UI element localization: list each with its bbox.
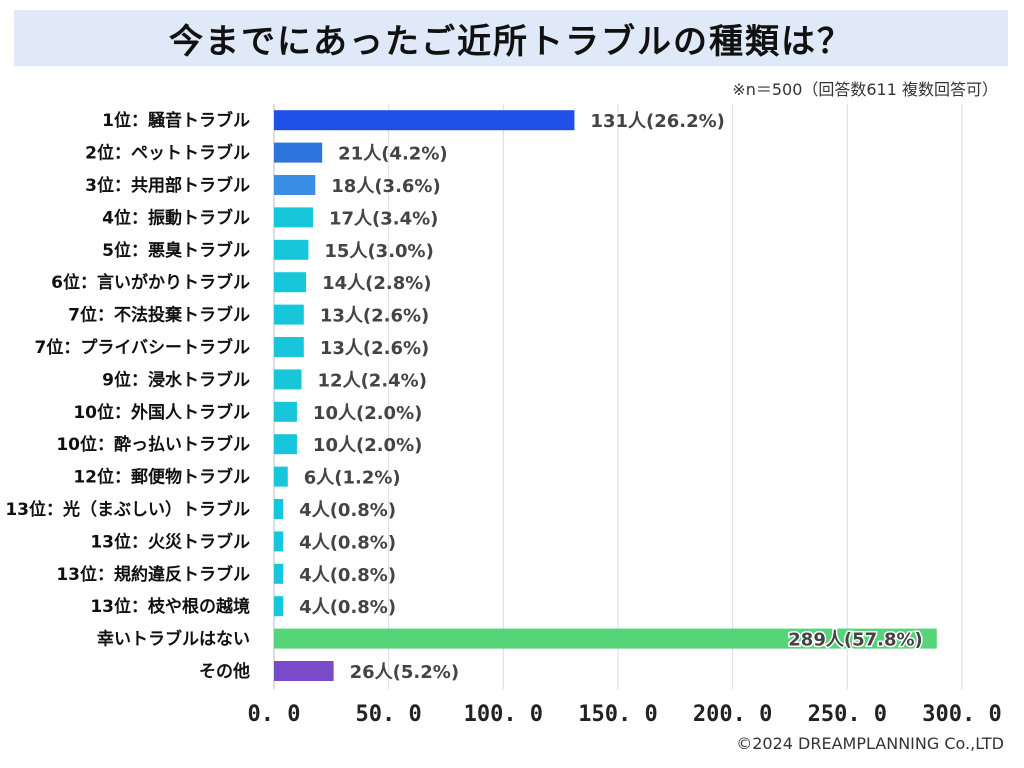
category-label: 10位：酔っ払いトラブル [56, 434, 250, 455]
data-label: 13人(2.6%) [320, 306, 429, 327]
copyright: ©2024 DREAMPLANNING Co.,LTD [736, 734, 1004, 753]
bar [274, 369, 302, 390]
x-tick-label: 0. 0 [248, 702, 301, 727]
category-label: 7位：プライバシートラブル [35, 337, 251, 358]
data-label: 6人(1.2%) [304, 468, 401, 489]
chart-title: 今までにあったご近所トラブルの種類は？ [169, 21, 853, 62]
data-label: 4人(0.8%) [299, 532, 396, 553]
data-label: 14人(2.8%) [322, 273, 431, 294]
data-label: 17人(3.4%) [329, 208, 438, 229]
category-label: 13位：光（まぶしい）トラブル [5, 499, 250, 520]
bar [274, 272, 307, 293]
category-label: 5位：悪臭トラブル [102, 240, 250, 261]
bar [274, 239, 309, 260]
x-tick-label: 50. 0 [356, 702, 422, 727]
bar [274, 661, 334, 681]
bar [274, 434, 297, 455]
bar [274, 304, 304, 325]
bar [274, 142, 323, 163]
category-label: 13位：火災トラブル [90, 531, 250, 552]
category-label: 13位：枝や根の越境 [90, 596, 250, 617]
data-label: 18人(3.6%) [331, 176, 440, 197]
category-label: 9位：浸水トラブル [102, 369, 250, 390]
x-tick-label: 250. 0 [808, 702, 887, 727]
category-label: 7位：不法投棄トラブル [68, 305, 250, 326]
data-label: 12人(2.4%) [318, 370, 427, 391]
category-label: 3位：共用部トラブル [85, 175, 250, 196]
data-label: 4人(0.8%) [299, 500, 396, 521]
category-label: その他 [199, 661, 250, 682]
category-label: 13位：規約違反トラブル [56, 564, 250, 585]
data-label: 13人(2.6%) [320, 338, 429, 359]
bar [274, 499, 284, 519]
data-label: 26人(5.2%) [350, 662, 459, 683]
bar [274, 207, 313, 228]
category-label: 2位：ペットトラブル [85, 143, 250, 164]
data-label: 4人(0.8%) [299, 565, 396, 586]
data-label: 21人(4.2%) [338, 144, 447, 165]
bar [274, 401, 297, 422]
bar [274, 337, 304, 357]
x-tick-label: 100. 0 [464, 702, 543, 727]
bar [274, 628, 937, 649]
category-label: 6位：言いがかりトラブル [51, 272, 250, 293]
bar [274, 466, 288, 487]
category-label: 4位：振動トラブル [102, 207, 250, 228]
data-label: 131人(26.2%) [590, 111, 724, 132]
bar [274, 531, 284, 552]
x-tick-label: 200. 0 [693, 702, 772, 727]
bar [274, 596, 284, 617]
sample-note: ※n＝500（回答数611 複数回答可） [732, 80, 998, 99]
category-label: 幸いトラブルはない [97, 629, 250, 650]
bar [274, 175, 316, 195]
x-tick-label: 300. 0 [922, 702, 1001, 727]
data-label: 10人(2.0%) [313, 403, 422, 424]
data-label: 4人(0.8%) [299, 597, 396, 618]
category-label: 10位：外国人トラブル [73, 402, 250, 423]
category-label: 1位：騒音トラブル [102, 110, 250, 131]
bar [274, 563, 284, 584]
bar [274, 110, 575, 131]
data-label: 10人(2.0%) [313, 435, 422, 456]
category-label: 12位：郵便物トラブル [73, 467, 250, 488]
title-band: 今までにあったご近所トラブルの種類は？ [14, 10, 1008, 66]
data-label: 15人(3.0%) [324, 241, 433, 262]
data-label: 289人(57.8%) [788, 630, 922, 651]
x-tick-label: 150. 0 [578, 702, 657, 727]
